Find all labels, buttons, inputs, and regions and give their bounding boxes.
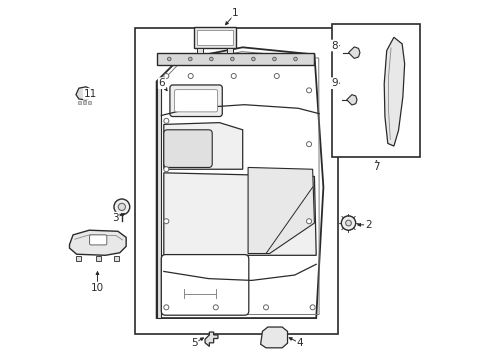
- Bar: [197, 30, 232, 45]
- Text: 5: 5: [191, 338, 197, 348]
- Polygon shape: [156, 81, 161, 318]
- Polygon shape: [163, 123, 242, 169]
- Polygon shape: [346, 95, 356, 105]
- Circle shape: [306, 219, 311, 224]
- Circle shape: [341, 216, 355, 230]
- Polygon shape: [384, 37, 404, 146]
- Polygon shape: [163, 173, 316, 255]
- Bar: [135, 28, 337, 334]
- Circle shape: [345, 220, 351, 226]
- FancyBboxPatch shape: [169, 85, 222, 117]
- Polygon shape: [204, 332, 218, 346]
- Circle shape: [188, 57, 192, 61]
- Text: 2: 2: [364, 220, 371, 230]
- Polygon shape: [156, 53, 314, 65]
- Bar: [88, 101, 91, 104]
- Circle shape: [231, 73, 236, 78]
- Circle shape: [167, 57, 171, 61]
- Polygon shape: [348, 47, 359, 58]
- Text: 1: 1: [232, 8, 238, 18]
- Text: 4: 4: [296, 338, 303, 348]
- Circle shape: [251, 57, 255, 61]
- Text: 9: 9: [331, 78, 338, 88]
- FancyBboxPatch shape: [89, 235, 106, 245]
- Circle shape: [272, 57, 276, 61]
- Circle shape: [309, 305, 314, 310]
- Polygon shape: [247, 167, 314, 253]
- Text: 7: 7: [372, 162, 379, 172]
- Circle shape: [209, 57, 213, 61]
- Bar: [227, 48, 233, 53]
- Circle shape: [274, 73, 279, 78]
- Text: 8: 8: [331, 41, 338, 50]
- FancyBboxPatch shape: [174, 90, 217, 112]
- Circle shape: [163, 73, 168, 78]
- Text: 3: 3: [112, 213, 119, 222]
- Bar: [83, 101, 86, 104]
- Circle shape: [230, 57, 234, 61]
- Bar: [194, 27, 235, 48]
- Bar: [78, 101, 81, 104]
- FancyBboxPatch shape: [161, 255, 248, 315]
- Text: 10: 10: [91, 283, 104, 293]
- Polygon shape: [69, 230, 126, 255]
- Circle shape: [118, 203, 125, 211]
- Bar: [332, 24, 419, 157]
- Text: 6: 6: [159, 78, 165, 88]
- Text: 11: 11: [83, 89, 97, 99]
- Circle shape: [263, 305, 268, 310]
- Circle shape: [163, 167, 168, 172]
- Circle shape: [213, 305, 218, 310]
- Bar: [113, 256, 119, 261]
- Polygon shape: [260, 327, 287, 348]
- Circle shape: [188, 73, 193, 78]
- Circle shape: [306, 88, 311, 93]
- Circle shape: [163, 305, 168, 310]
- Circle shape: [163, 219, 168, 224]
- Polygon shape: [156, 47, 323, 318]
- FancyBboxPatch shape: [163, 130, 212, 167]
- Circle shape: [163, 118, 168, 123]
- Bar: [96, 256, 101, 261]
- Circle shape: [306, 141, 311, 147]
- Bar: [196, 48, 202, 53]
- Bar: [76, 256, 81, 261]
- Circle shape: [293, 57, 297, 61]
- Circle shape: [114, 199, 129, 215]
- Polygon shape: [76, 87, 93, 100]
